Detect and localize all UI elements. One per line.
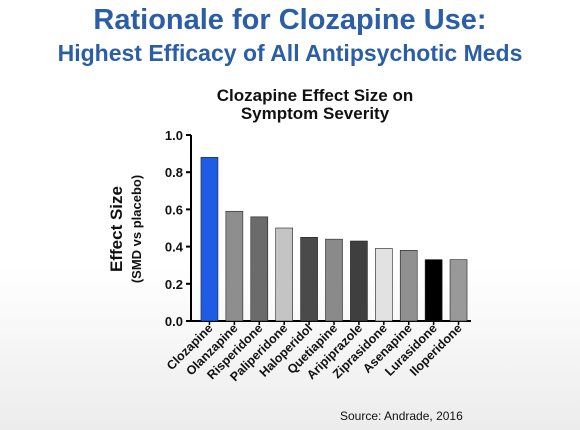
bar [350,240,368,322]
bar [399,250,418,322]
bar [300,237,318,322]
y-tick-label: 0.0 [165,314,183,329]
y-tick-label: 0.4 [165,240,184,255]
bar [250,216,269,322]
chart-title-line2: Symptom Severity [240,104,390,123]
slide-title: Rationale for Clozapine Use: [93,4,487,36]
y-tick-label: 0.2 [165,277,183,292]
bar [225,210,244,322]
bar [275,227,293,322]
y-tick-label: 0.6 [165,202,183,217]
y-axis-sublabel: (SMD vs placebo) [129,175,144,283]
bar [200,157,219,322]
bar [375,248,393,322]
bar [449,259,468,322]
chart-title-line1: Clozapine Effect Size on [216,86,414,105]
slide-subtitle: Highest Efficacy of All Antipsychotic Me… [57,40,523,66]
y-tick-label: 0.8 [165,165,183,180]
bar [325,238,343,322]
source-note: Source: Andrade, 2016 [340,409,463,423]
y-axis-label: Effect Size [107,186,126,272]
bar [424,259,443,322]
y-tick-label: 1.0 [165,128,183,143]
